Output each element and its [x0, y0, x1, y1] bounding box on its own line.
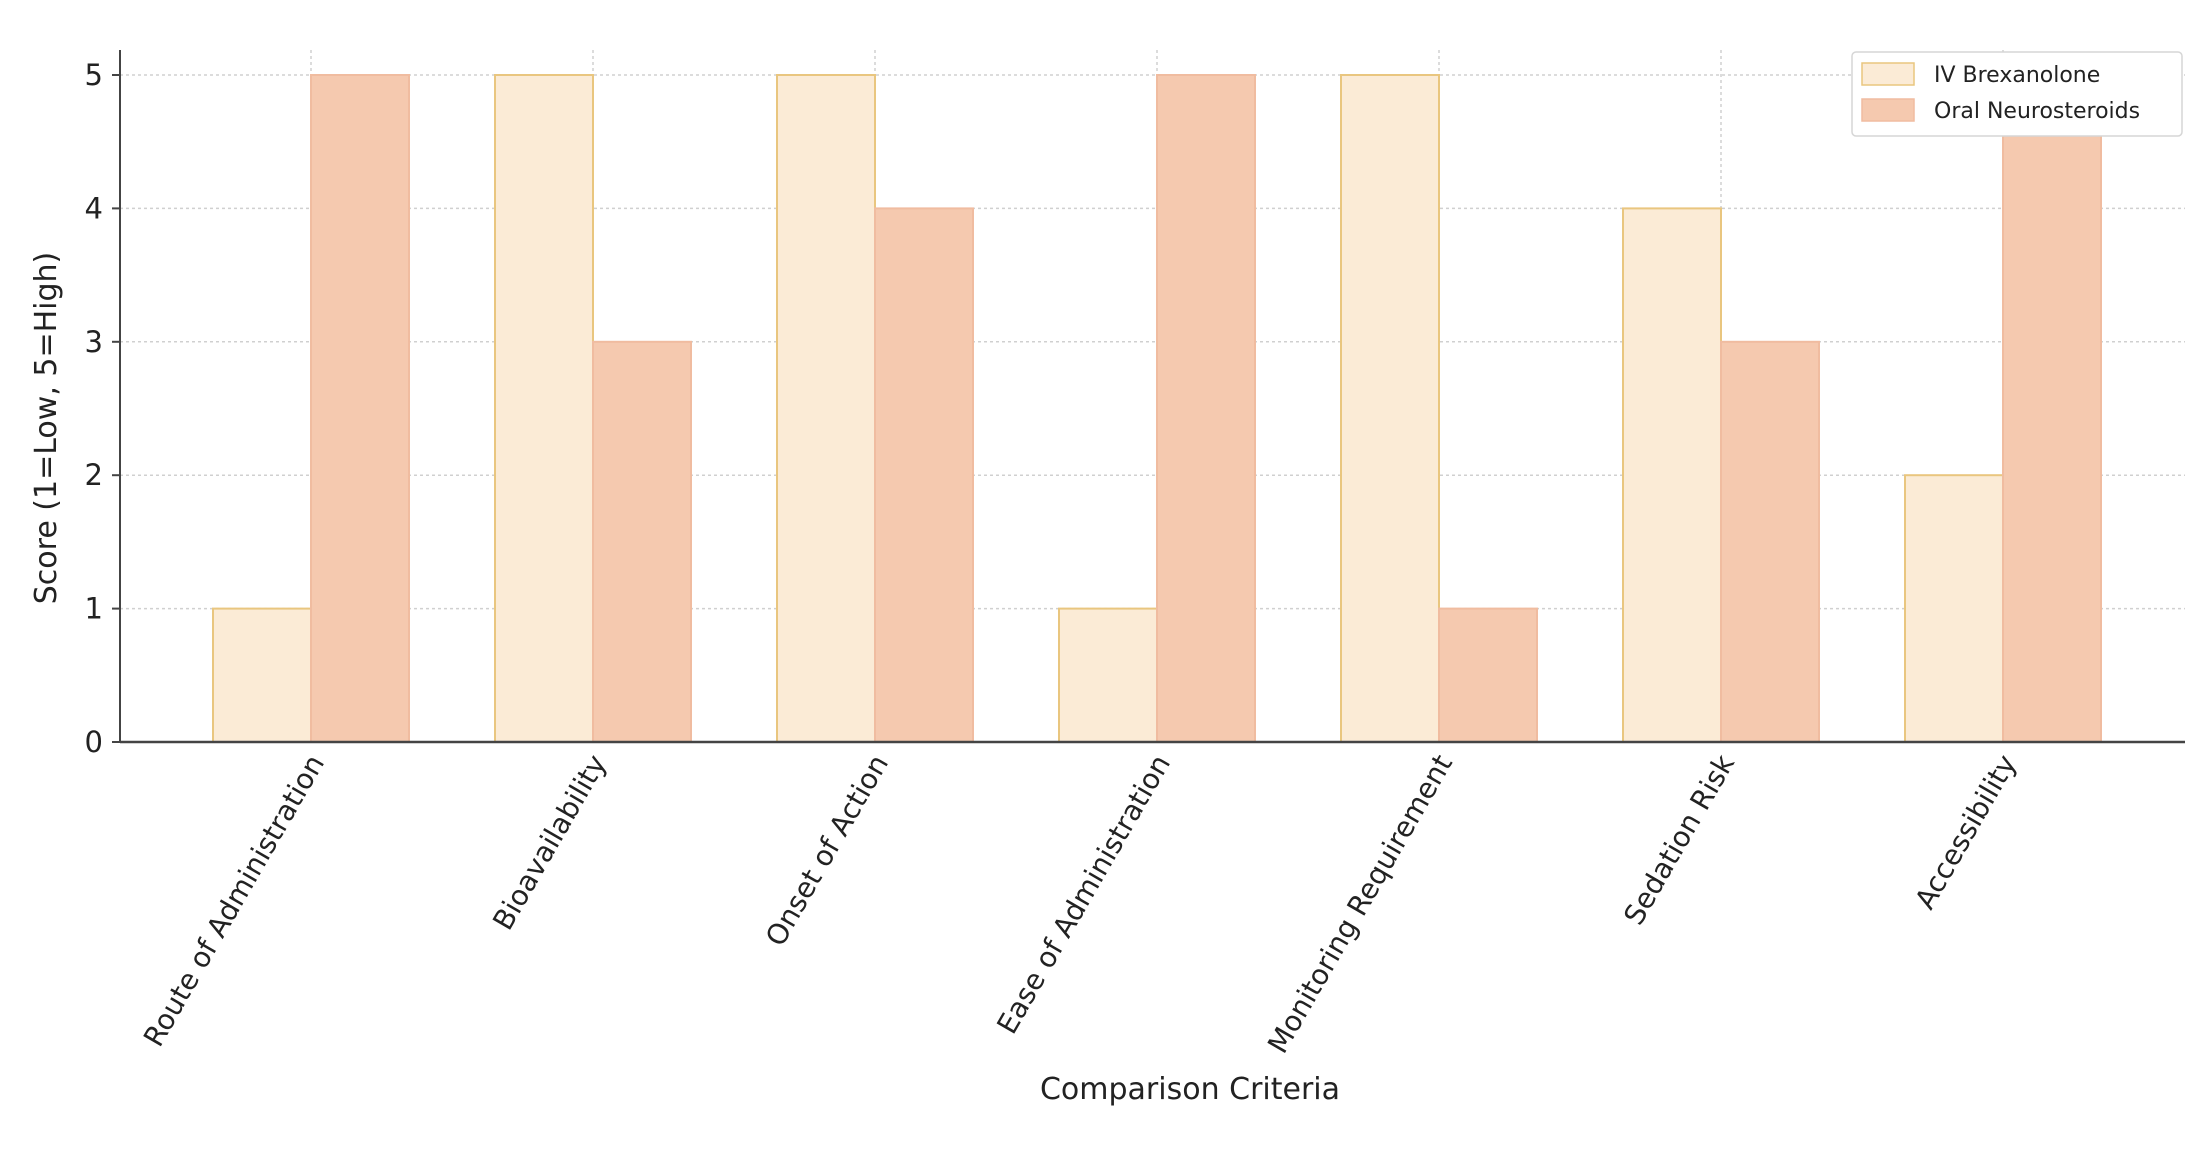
- x-tick-label: Onset of Action: [759, 749, 895, 952]
- y-tick-label: 2: [85, 458, 103, 492]
- legend-label-oral-neurosteroids: Oral Neurosteroids: [1934, 99, 2140, 124]
- x-tick-label: Accessibility: [1908, 749, 2023, 915]
- legend-label-iv-brexanolone: IV Brexanolone: [1934, 63, 2100, 88]
- legend-frame: [1851, 51, 2183, 137]
- bar-oral-neurosteroids: [874, 207, 974, 743]
- x-tick-label: Sedation Risk: [1617, 748, 1741, 930]
- bar-iv-brexanolone: [494, 74, 594, 743]
- x-tick-label: Monitoring Requirement: [1261, 749, 1459, 1059]
- bar-iv-brexanolone: [1904, 474, 2004, 743]
- y-tick-label: 4: [85, 191, 103, 225]
- x-axis-title: Comparison Criteria: [1040, 1072, 1340, 1107]
- axes: [119, 50, 2185, 744]
- y-axis-title: Score (1=Low, 5=High): [29, 252, 64, 605]
- bars: [212, 74, 2102, 744]
- bar-iv-brexanolone: [1340, 74, 1440, 743]
- x-tick-labels: Route of Administration Bioavailability On…: [137, 748, 2023, 1059]
- bar-iv-brexanolone: [1622, 207, 1722, 743]
- bar-iv-brexanolone: [1058, 607, 1158, 743]
- bar-iv-brexanolone: [212, 607, 312, 743]
- x-tick-label: Route of Administration: [137, 749, 331, 1052]
- bar-iv-brexanolone: [776, 74, 876, 743]
- x-tick-label: Ease of Administration: [990, 749, 1177, 1039]
- y-tick-label: 3: [85, 325, 103, 359]
- y-tick-label: 5: [85, 58, 103, 92]
- y-tick-labels: 0 1 2 3 4 5: [85, 58, 120, 759]
- bar-oral-neurosteroids: [1156, 74, 1256, 743]
- bar-oral-neurosteroids: [592, 340, 692, 743]
- y-tick-label: 0: [85, 725, 103, 759]
- legend-swatch-oral-neurosteroids: [1861, 98, 1915, 122]
- x-tick-label: Bioavailability: [486, 749, 613, 936]
- legend-swatch-iv-brexanolone: [1861, 62, 1915, 86]
- bar-oral-neurosteroids: [1720, 340, 1820, 743]
- legend: IV Brexanolone Oral Neurosteroids: [1851, 51, 2183, 137]
- bar-oral-neurosteroids: [1438, 607, 1538, 743]
- y-tick-label: 1: [85, 592, 103, 626]
- bar-oral-neurosteroids: [310, 74, 410, 743]
- bar-oral-neurosteroids: [2002, 127, 2102, 744]
